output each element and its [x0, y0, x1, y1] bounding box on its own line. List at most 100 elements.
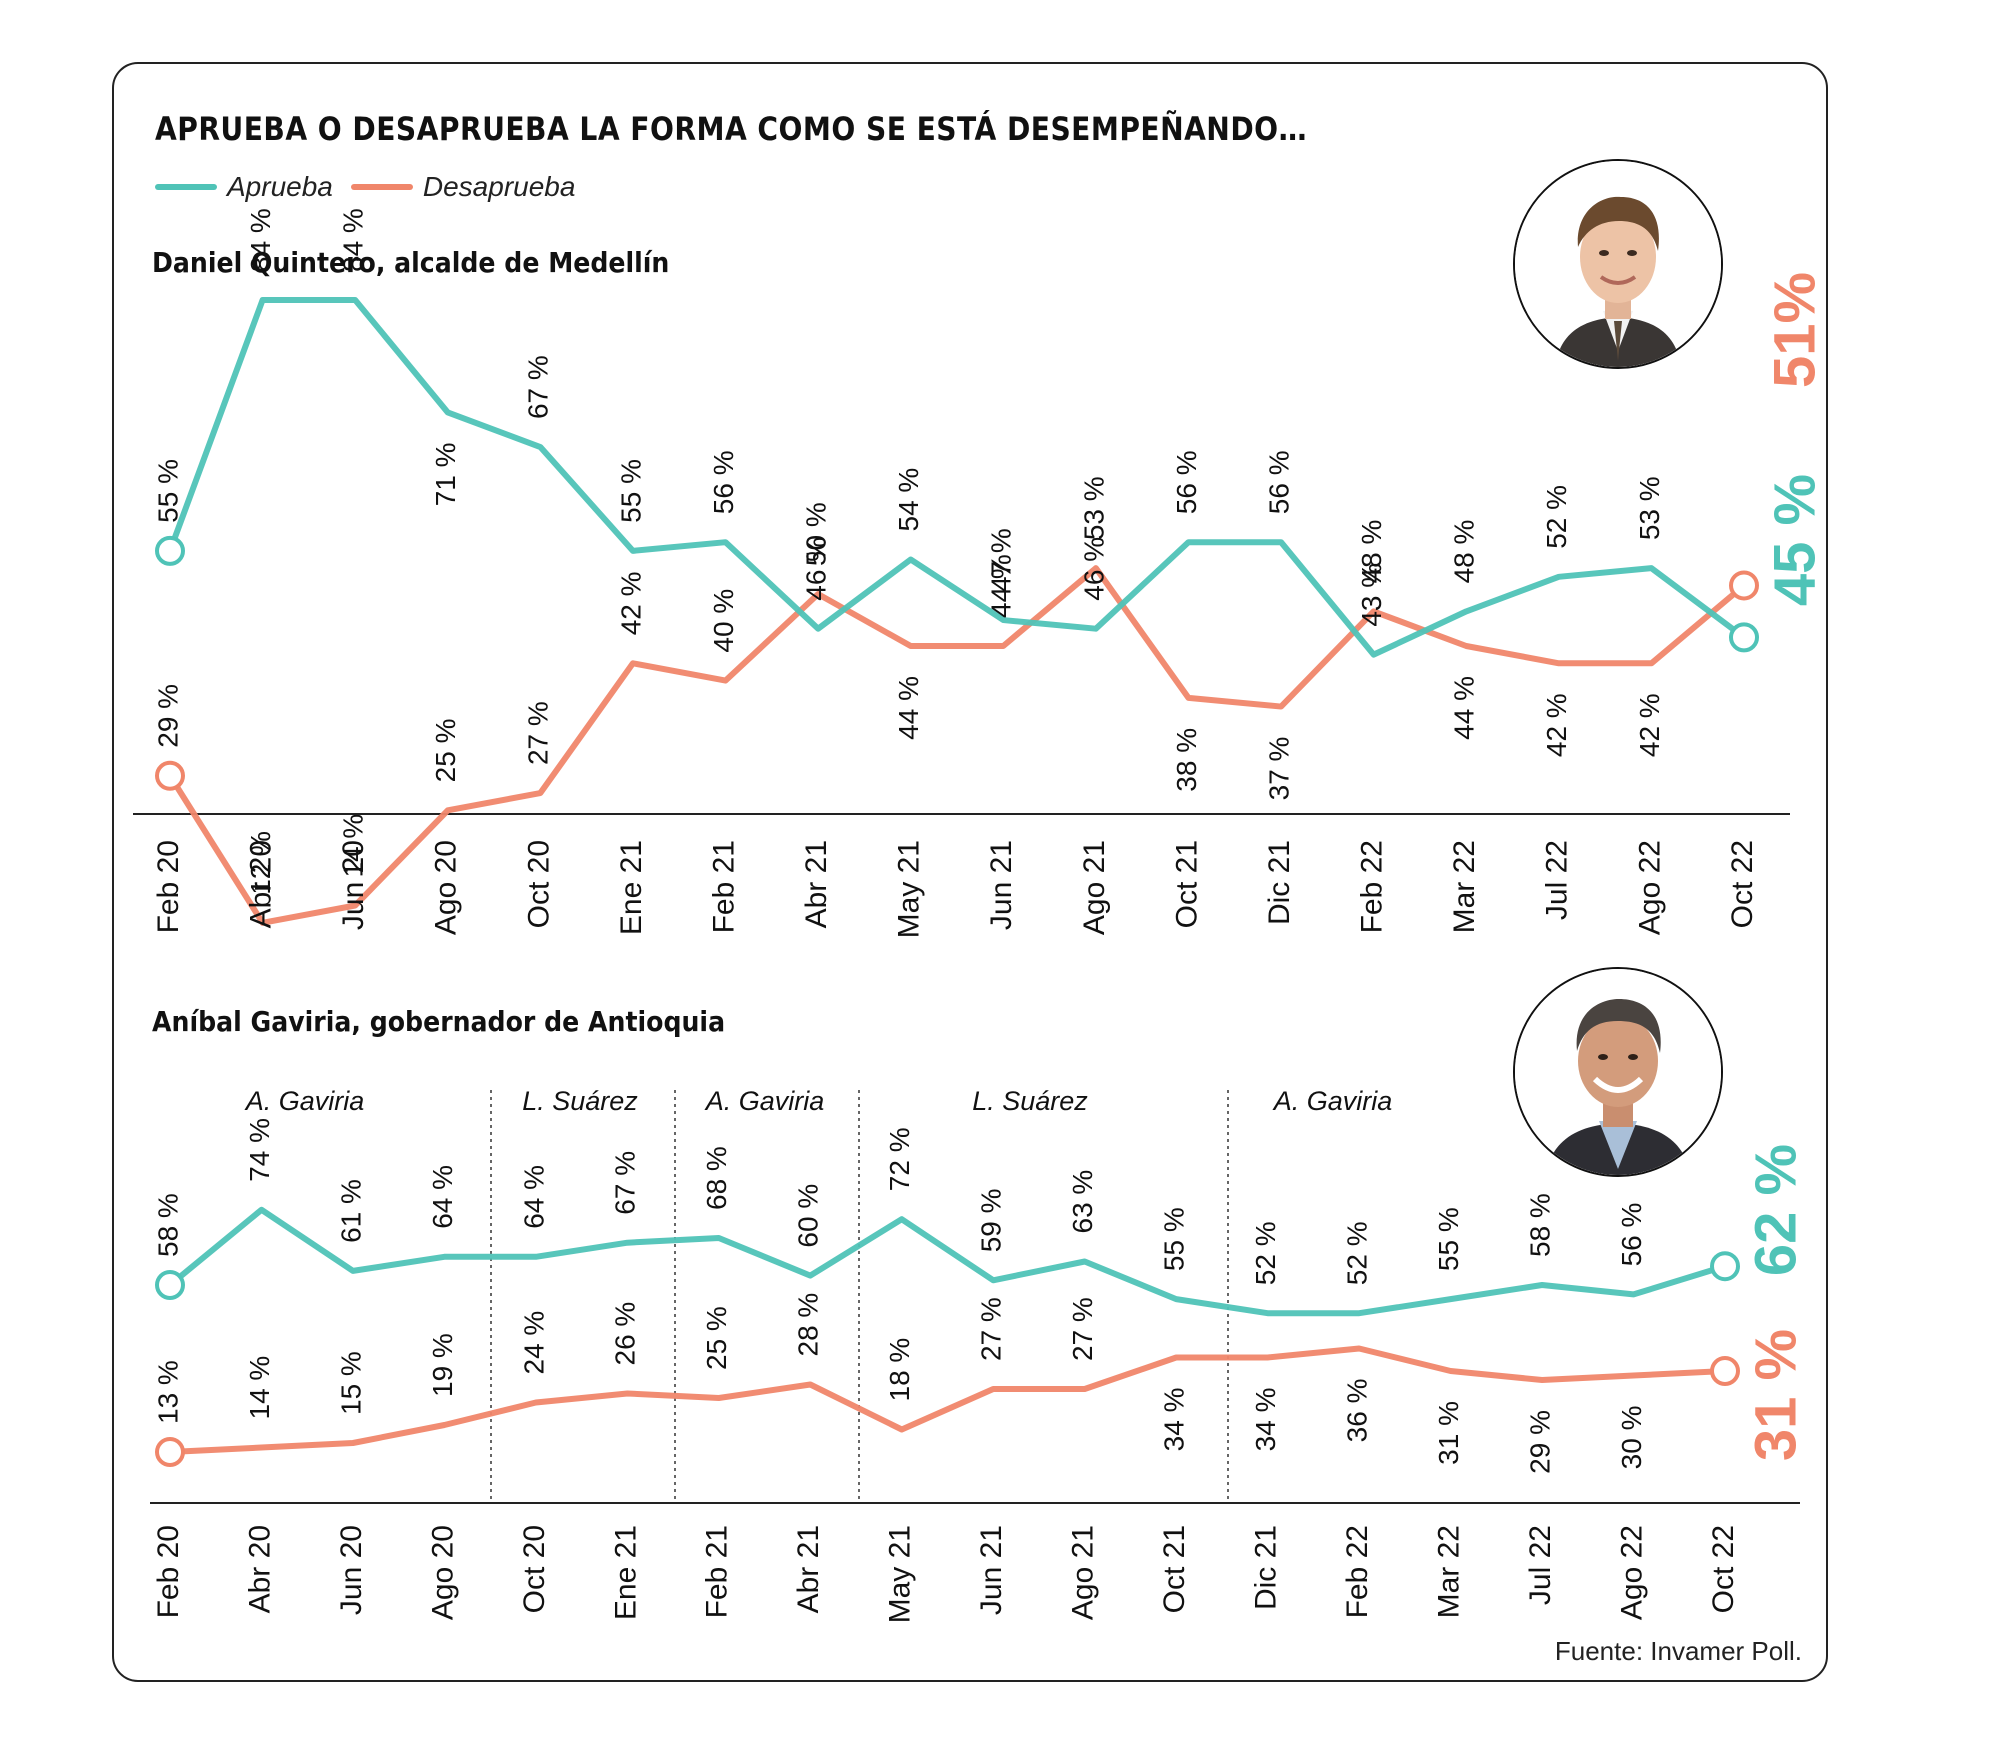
legend: Aprueba Desaprueba [155, 171, 593, 203]
data-label-approve: 58 % [1524, 1193, 1555, 1257]
x-tick-label: Ago 20 [430, 840, 463, 935]
x-tick-label: Ene 21 [615, 840, 648, 935]
period-label: L. Suárez [972, 1086, 1088, 1116]
x-tick-label: Ago 20 [426, 1525, 459, 1620]
data-label-disapprove: 40 % [708, 589, 739, 653]
data-label-disapprove: 37 % [1263, 737, 1294, 801]
x-tick-label: Dic 21 [1250, 1525, 1283, 1610]
x-tick-label: Jun 21 [975, 1525, 1008, 1615]
x-tick-label: Jul 22 [1524, 1525, 1557, 1605]
period-label: A. Gaviria [244, 1086, 365, 1116]
data-label-approve: 52 % [1342, 1221, 1373, 1285]
chart1 [133, 297, 1790, 926]
data-label-approve: 48 % [1449, 520, 1480, 584]
data-label-disapprove: 38 % [1171, 728, 1202, 792]
x-tick-label: Dic 21 [1263, 840, 1296, 925]
x-tick-label: Feb 20 [152, 1525, 185, 1618]
final-label-disapprove: 51% [1762, 272, 1827, 388]
data-label-disapprove: 42 % [1634, 693, 1665, 757]
data-label-disapprove: 42 % [615, 571, 646, 635]
data-label-approve: 56 % [1171, 450, 1202, 514]
data-label-disapprove: 29 % [152, 684, 183, 748]
final-label-approve: 45 % [1762, 474, 1827, 606]
x-tick-label: Oct 20 [522, 840, 555, 928]
data-label-approve: 53 % [1634, 476, 1665, 540]
source-note: Fuente: Invamer Poll. [1554, 1636, 1802, 1666]
legend-item-disapprove: Desaprueba [350, 171, 576, 203]
x-tick-label: Feb 21 [707, 840, 740, 933]
period-label: L. Suárez [522, 1086, 638, 1116]
data-label-disapprove: 14 % [338, 814, 369, 878]
x-tick-label: Jun 21 [985, 840, 1018, 930]
data-label-disapprove: 15 % [335, 1351, 366, 1415]
data-label-disapprove: 14 % [244, 1356, 275, 1420]
data-label-disapprove: 34 % [1250, 1388, 1281, 1452]
portrait-quintero [1513, 159, 1723, 369]
data-label-disapprove: 27 % [523, 701, 554, 765]
main-title: APRUEBA O DESAPRUEBA LA FORMA COMO SE ES… [155, 110, 1308, 148]
data-label-approve: 71 % [430, 442, 461, 506]
data-label-approve: 43 % [1356, 563, 1387, 627]
chart1-subtitle: Daniel Quintero, alcalde de Medellín [152, 246, 670, 279]
marker-approve [1729, 622, 1759, 653]
data-label-disapprove: 18 % [884, 1338, 915, 1402]
data-label-disapprove: 30 % [1616, 1406, 1647, 1470]
legend-label-disapprove: Desaprueba [422, 171, 576, 202]
data-label-disapprove: 31 % [1433, 1401, 1464, 1465]
legend-label-approve: Aprueba [227, 171, 333, 202]
period-label: A. Gaviria [1272, 1086, 1393, 1116]
chart2-subtitle: Aníbal Gaviria, gobernador de Antioquia [152, 1005, 726, 1038]
data-label-approve: 64 % [518, 1165, 549, 1229]
data-label-disapprove: 26 % [610, 1302, 641, 1366]
data-label-approve: 47 % [986, 528, 1017, 592]
data-label-approve: 46 % [1078, 537, 1109, 601]
marker-approve [155, 1270, 185, 1300]
portrait-gaviria [1513, 967, 1723, 1177]
legend-swatch-approve [155, 184, 217, 190]
legend-item-approve: Aprueba [155, 171, 333, 203]
x-tick-label: Mar 22 [1433, 1525, 1466, 1618]
x-tick-label: May 21 [884, 1525, 917, 1623]
x-tick-label: Feb 22 [1356, 840, 1389, 933]
x-tick-label: Ago 22 [1633, 840, 1666, 935]
data-label-disapprove: 53 % [1078, 476, 1109, 540]
data-label-approve: 56 % [1263, 450, 1294, 514]
data-label-disapprove: 25 % [701, 1306, 732, 1370]
data-label-approve: 55 % [1433, 1207, 1464, 1271]
data-label-approve: 68 % [701, 1146, 732, 1210]
data-label-approve: 64 % [427, 1165, 458, 1229]
data-label-approve: 63 % [1067, 1170, 1098, 1234]
legend-swatch-disapprove [350, 184, 413, 190]
marker-disapprove [155, 760, 185, 791]
data-label-disapprove: 12 % [245, 831, 276, 895]
x-tick-label: Ago 21 [1078, 840, 1111, 935]
portrait-gaviria-illustration [1515, 969, 1721, 1175]
x-tick-label: Feb 22 [1341, 1525, 1374, 1618]
data-label-disapprove: 28 % [793, 1293, 824, 1357]
data-label-disapprove: 13 % [152, 1360, 183, 1424]
x-tick-label: Abr 21 [800, 840, 833, 928]
data-label-approve: 46 % [801, 537, 832, 601]
data-label-disapprove: 42 % [1541, 693, 1572, 757]
x-tick-label: Abr 21 [792, 1525, 825, 1613]
data-label-approve: 55 % [152, 459, 183, 523]
data-label-disapprove: 29 % [1524, 1410, 1555, 1474]
data-label-approve: 55 % [1159, 1207, 1190, 1271]
data-label-approve: 52 % [1541, 485, 1572, 549]
data-label-approve: 55 % [615, 459, 646, 523]
x-tick-label: Jun 20 [335, 1525, 368, 1615]
data-label-approve: 72 % [884, 1127, 915, 1191]
final-label-approve: 62 % [1743, 1144, 1808, 1276]
data-label-approve: 74 % [244, 1118, 275, 1182]
data-label-approve: 61 % [335, 1179, 366, 1243]
x-tick-label: Ene 21 [609, 1525, 642, 1620]
data-label-approve: 58 % [152, 1193, 183, 1257]
data-label-disapprove: 44 % [986, 554, 1017, 618]
data-label-approve: 52 % [1250, 1221, 1281, 1285]
data-label-disapprove: 50 % [801, 502, 832, 566]
marker-disapprove [1710, 1356, 1740, 1386]
x-tick-label: Ago 22 [1615, 1525, 1648, 1620]
x-tick-label: Jul 22 [1541, 840, 1574, 920]
data-label-disapprove: 36 % [1342, 1379, 1373, 1443]
